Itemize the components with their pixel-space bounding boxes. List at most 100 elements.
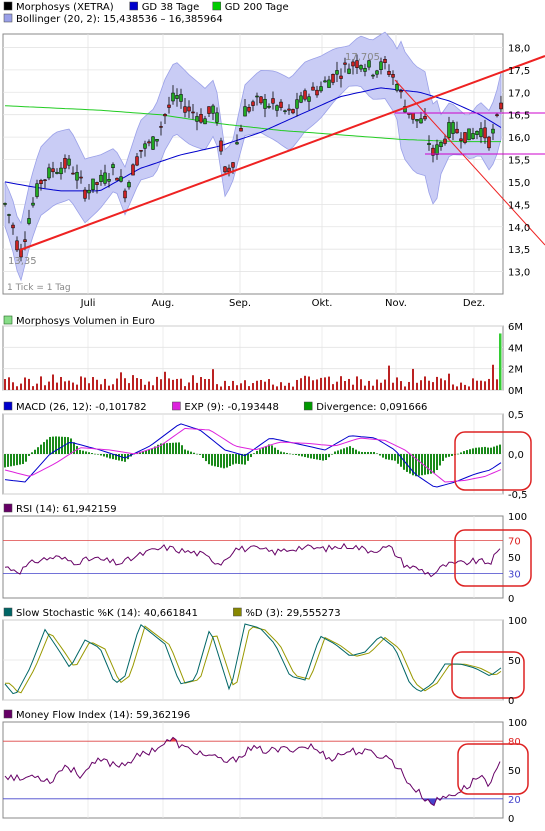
divergence-bar [142, 451, 144, 454]
candle-body [267, 105, 271, 108]
macd-legend: MACD (26, 12): -0,101782 EXP (9): -0,1934… [3, 401, 427, 413]
candle-body [375, 70, 379, 75]
y-tick-label: 80 [508, 737, 521, 748]
divergence-bar [187, 450, 189, 454]
legend-swatch [3, 709, 13, 719]
candle-body [167, 104, 171, 108]
candle-body [75, 172, 79, 181]
macd-exp-line [4, 427, 502, 483]
candle-body [339, 75, 343, 79]
volume-bar [264, 381, 266, 390]
stoch-gridlines [3, 619, 503, 701]
candle-body [183, 106, 187, 113]
volume-bar [364, 385, 366, 390]
divergence-bar [61, 436, 63, 454]
volume-bar [368, 380, 370, 390]
divergence-bar [496, 445, 498, 454]
stochastic-panel: 100 50 0 Slow Stochastic %K (14): 40,66184… [2, 607, 527, 707]
volume-bar [296, 379, 298, 390]
support-trendline [19, 55, 545, 251]
divergence-bar [85, 451, 87, 454]
volume-bar [144, 384, 146, 390]
volume-bar [492, 364, 494, 390]
y-tick-label: 100 [508, 512, 527, 523]
volume-panel: 6M 4M 2M 0M Morphosys Volumen in Euro [2, 315, 523, 397]
divergence-bar [250, 454, 252, 458]
legend-label: MACD (26, 12): -0,101782 [16, 402, 147, 413]
divergence-bar [88, 452, 90, 454]
volume-bar [420, 380, 422, 390]
divergence-bar [400, 454, 402, 467]
volume-bar [300, 378, 302, 390]
volume-bar [360, 379, 362, 390]
y-tick-label: 100 [508, 616, 527, 627]
candle-body [323, 80, 327, 83]
volume-bar [372, 385, 374, 390]
candle-body [215, 112, 219, 123]
candle-body [423, 116, 427, 120]
divergence-bar [244, 454, 246, 465]
divergence-bar [373, 451, 375, 454]
volume-bar [484, 381, 486, 390]
volume-bar [452, 384, 454, 390]
volume-bar [188, 382, 190, 390]
volume-bar [460, 382, 462, 390]
divergence-bar [247, 454, 249, 461]
volume-bar [496, 379, 498, 390]
volume-bar [400, 381, 402, 390]
candle-body [67, 158, 71, 166]
candle-body [99, 174, 103, 182]
divergence-bar [31, 452, 33, 454]
volume-bar [356, 376, 358, 390]
candle-body [287, 108, 291, 111]
volume-bar [324, 377, 326, 390]
divergence-bar [43, 442, 45, 454]
y-tick-label: 50 [508, 656, 521, 667]
divergence-bar [109, 454, 111, 459]
divergence-bar [460, 452, 462, 454]
volume-bar [408, 381, 410, 390]
macd-panel: 0,5 0,0 -0,5 MACD (26, 12): -0,101782 EXP (… [2, 401, 532, 501]
legend-label: Money Flow Index (14): 59,362196 [16, 710, 190, 721]
divergence-bar [472, 448, 474, 454]
volume-bar [436, 376, 438, 390]
volume-bar [396, 377, 398, 390]
candle-body [283, 110, 287, 112]
candle-body [379, 61, 383, 70]
candle-body [171, 92, 175, 102]
candle-body [487, 136, 491, 149]
volume-bar [88, 383, 90, 390]
legend-label: RSI (14): 61,942159 [16, 504, 117, 515]
mfi-highlight [457, 743, 529, 795]
volume-bar [132, 375, 134, 390]
candle-body [415, 119, 419, 122]
candle-body [447, 122, 451, 138]
candle-body [43, 179, 47, 182]
divergence-bar [202, 454, 204, 458]
volume-bar [128, 383, 130, 390]
price-panel: 18,0 17,5 17,0 16,5 16,0 15,5 15,0 14,5 14,0 13,5… [2, 1, 545, 309]
volume-bar [208, 378, 210, 390]
volume-bar [340, 376, 342, 390]
divergence-bar [40, 444, 42, 454]
divergence-bar [94, 453, 96, 455]
volume-bar [392, 382, 394, 390]
divergence-bar [475, 447, 477, 454]
candle-body [59, 167, 63, 175]
divergence-bar [484, 446, 486, 454]
candle-body [347, 68, 351, 74]
divergence-bar [82, 450, 84, 454]
volume-bar [216, 384, 218, 390]
candle-body [259, 96, 263, 104]
candle-body [307, 96, 311, 102]
candle-body [371, 74, 375, 77]
stoch-legend: Slow Stochastic %K (14): 40,661841 %D (3)… [3, 607, 341, 619]
y-tick-label: 6M [508, 322, 523, 333]
divergence-bar [316, 454, 318, 460]
volume-bar [72, 382, 74, 390]
volume-bar [320, 377, 322, 390]
volume-bar [152, 385, 154, 390]
legend-label: Morphosys (XETRA) [16, 2, 114, 13]
candle-body [11, 224, 15, 229]
